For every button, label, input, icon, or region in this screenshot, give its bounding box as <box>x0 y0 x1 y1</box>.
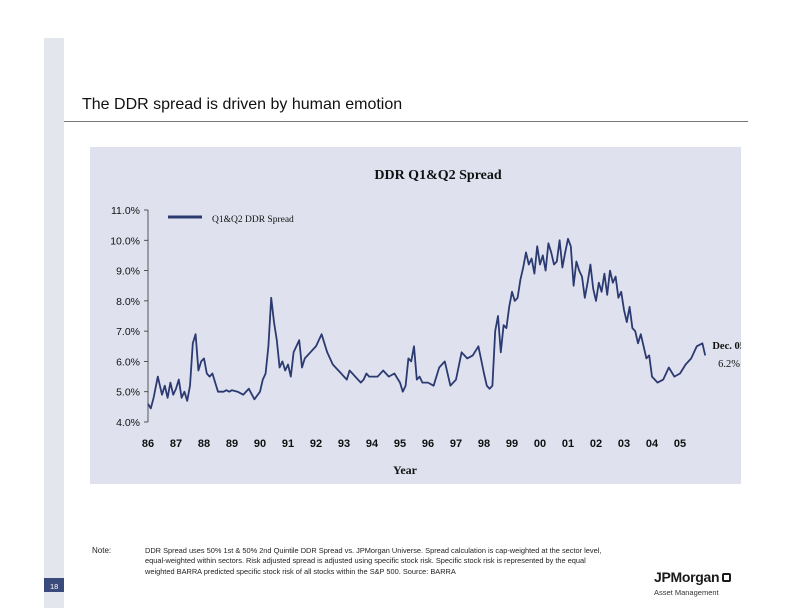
note-text: DDR Spread uses 50% 1st & 50% 2nd Quinti… <box>145 546 602 576</box>
x-tick-label: 87 <box>170 438 182 450</box>
x-tick-label: 01 <box>562 438 574 450</box>
logo-mark-icon <box>722 573 732 582</box>
x-tick-label: 86 <box>142 438 154 450</box>
left-accent-bar <box>44 38 64 608</box>
y-tick-label: 5.0% <box>116 387 140 399</box>
x-tick-label: 96 <box>422 438 434 450</box>
x-tick-label: 89 <box>226 438 238 450</box>
x-tick-label: 97 <box>450 438 462 450</box>
x-tick-label: 99 <box>506 438 518 450</box>
x-tick-label: 98 <box>478 438 490 450</box>
x-axis-label: Year <box>393 463 418 477</box>
slide-title: The DDR spread is driven by human emotio… <box>82 96 403 113</box>
page-number-box <box>44 578 64 592</box>
y-tick-label: 4.0% <box>116 417 140 429</box>
x-tick-label: 95 <box>394 438 406 450</box>
logo-subtitle: Asset Management <box>654 588 719 597</box>
x-tick-label: 88 <box>198 438 210 450</box>
x-tick-label: 90 <box>254 438 266 450</box>
x-tick-label: 02 <box>590 438 602 450</box>
x-tick-label: 03 <box>618 438 630 450</box>
x-tick-label: 04 <box>646 438 659 450</box>
annotation-label: Dec. 05 <box>712 341 741 352</box>
y-tick-label: 7.0% <box>116 326 140 338</box>
y-tick-label: 11.0% <box>111 205 140 217</box>
page-number: 18 <box>50 582 59 591</box>
company-logo: JPMorgan <box>654 569 732 585</box>
note-label: Note: <box>92 546 112 555</box>
series-line <box>147 237 707 410</box>
annotation-value: 6.2% <box>718 359 740 370</box>
y-tick-label: 10.0% <box>110 235 140 247</box>
legend-label: Q1&Q2 DDR Spread <box>212 215 294 225</box>
y-tick-label: 8.0% <box>116 296 140 308</box>
x-tick-label: 93 <box>338 438 350 450</box>
x-tick-label: 92 <box>310 438 322 450</box>
x-tick-label: 94 <box>366 438 379 450</box>
chart-panel: DDR Q1&Q2 Spread 4.0% 5.0% 6.0% 7.0% 8.0% 9.0%… <box>90 147 741 484</box>
chart-title: DDR Q1&Q2 Spread <box>374 168 502 183</box>
logo-text: JPMorgan <box>654 569 720 585</box>
title-divider <box>64 121 748 122</box>
spread-line-chart: DDR Q1&Q2 Spread 4.0% 5.0% 6.0% 7.0% 8.0% 9.0%… <box>110 168 741 477</box>
y-tick-label: 6.0% <box>116 356 140 368</box>
x-tick-label: 00 <box>534 438 546 450</box>
x-tick-label: 05 <box>674 438 686 450</box>
x-tick-label: 91 <box>282 438 294 450</box>
y-tick-label: 9.0% <box>116 266 140 278</box>
